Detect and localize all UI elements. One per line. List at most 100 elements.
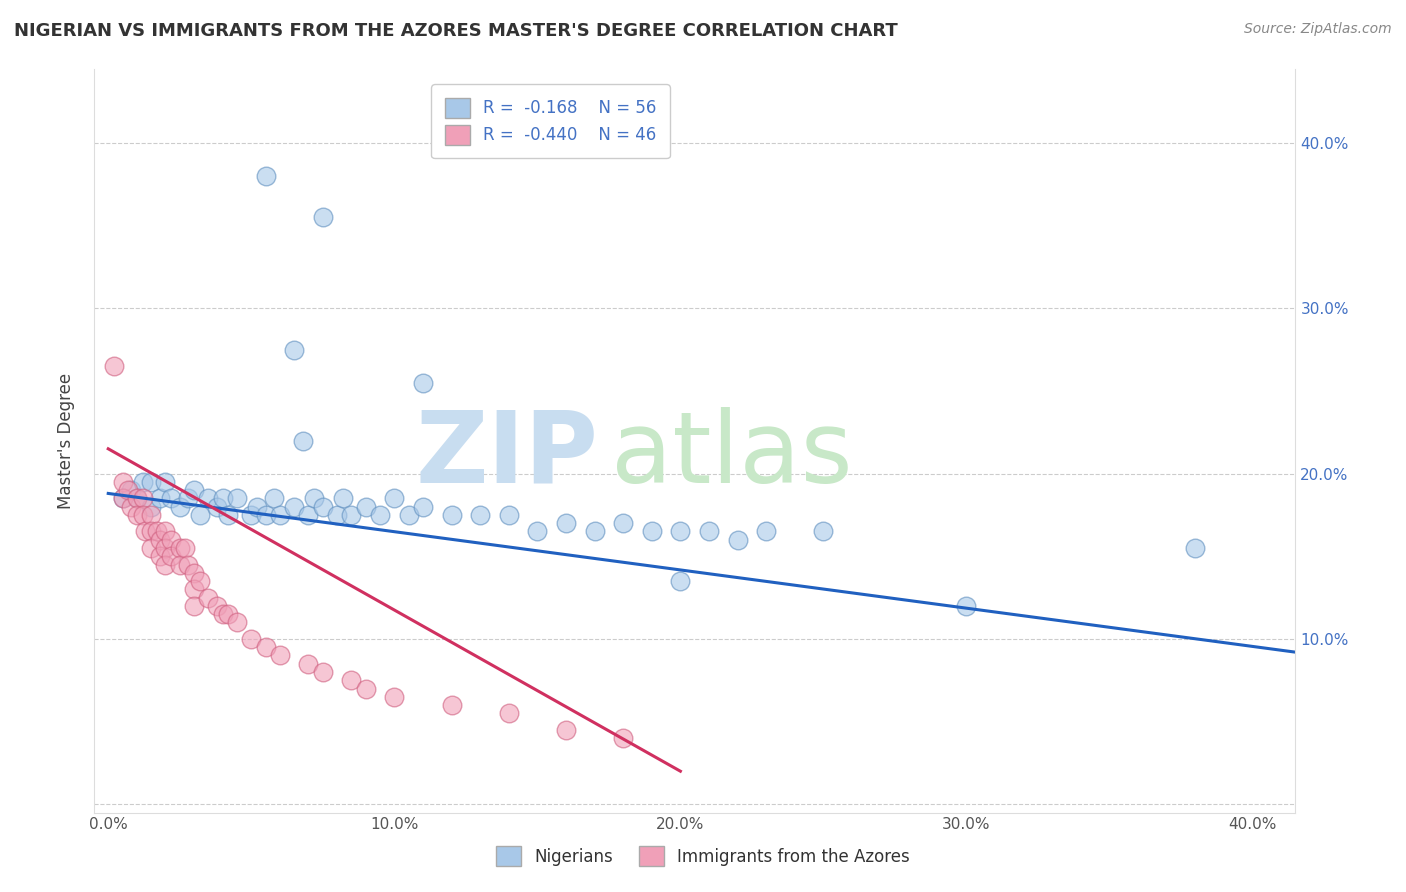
Point xyxy=(183,566,205,580)
Point xyxy=(697,524,720,539)
Point xyxy=(174,541,197,555)
Point xyxy=(169,500,191,514)
Point xyxy=(141,508,163,522)
Point xyxy=(312,500,335,514)
Legend: Nigerians, Immigrants from the Azores: Nigerians, Immigrants from the Azores xyxy=(488,838,918,875)
Point xyxy=(226,491,249,506)
Point xyxy=(755,524,778,539)
Point xyxy=(283,500,305,514)
Point xyxy=(160,491,183,506)
Point xyxy=(111,491,134,506)
Point xyxy=(526,524,548,539)
Point xyxy=(297,508,319,522)
Point xyxy=(149,533,172,547)
Point xyxy=(177,491,200,506)
Point xyxy=(103,359,125,373)
Point xyxy=(254,508,277,522)
Point xyxy=(612,731,634,746)
Point xyxy=(669,524,692,539)
Point xyxy=(398,508,420,522)
Point xyxy=(125,491,148,506)
Point xyxy=(340,508,363,522)
Point xyxy=(263,491,285,506)
Point xyxy=(246,500,269,514)
Point xyxy=(291,434,314,448)
Point xyxy=(125,491,148,506)
Point xyxy=(583,524,606,539)
Point xyxy=(412,376,434,390)
Point xyxy=(312,211,335,225)
Text: NIGERIAN VS IMMIGRANTS FROM THE AZORES MASTER'S DEGREE CORRELATION CHART: NIGERIAN VS IMMIGRANTS FROM THE AZORES M… xyxy=(14,22,898,40)
Text: atlas: atlas xyxy=(610,407,852,504)
Point xyxy=(149,549,172,564)
Point xyxy=(269,648,291,663)
Point xyxy=(125,508,148,522)
Point xyxy=(149,491,172,506)
Text: ZIP: ZIP xyxy=(416,407,599,504)
Point xyxy=(641,524,664,539)
Point xyxy=(297,657,319,671)
Point xyxy=(111,491,134,506)
Point xyxy=(141,541,163,555)
Point xyxy=(354,500,377,514)
Point xyxy=(205,500,228,514)
Point xyxy=(217,607,239,621)
Point xyxy=(226,615,249,630)
Point xyxy=(412,500,434,514)
Point xyxy=(368,508,391,522)
Point xyxy=(326,508,349,522)
Point xyxy=(141,524,163,539)
Point xyxy=(498,706,520,721)
Point xyxy=(183,483,205,497)
Point xyxy=(188,508,211,522)
Text: Source: ZipAtlas.com: Source: ZipAtlas.com xyxy=(1244,22,1392,37)
Point xyxy=(183,582,205,597)
Point xyxy=(211,491,233,506)
Point xyxy=(669,574,692,588)
Point xyxy=(120,500,142,514)
Point xyxy=(211,607,233,621)
Point xyxy=(468,508,491,522)
Point xyxy=(254,169,277,183)
Point xyxy=(555,516,578,531)
Point xyxy=(440,698,463,712)
Point xyxy=(160,549,183,564)
Point xyxy=(354,681,377,696)
Point xyxy=(188,574,211,588)
Point xyxy=(131,491,153,506)
Point xyxy=(312,665,335,679)
Y-axis label: Master's Degree: Master's Degree xyxy=(58,373,75,508)
Point xyxy=(612,516,634,531)
Point xyxy=(240,632,263,646)
Point xyxy=(183,599,205,613)
Point xyxy=(141,500,163,514)
Point xyxy=(177,558,200,572)
Point xyxy=(131,508,153,522)
Point xyxy=(160,533,183,547)
Point xyxy=(155,524,177,539)
Point xyxy=(155,541,177,555)
Point xyxy=(283,343,305,357)
Point xyxy=(155,558,177,572)
Point xyxy=(813,524,835,539)
Point xyxy=(440,508,463,522)
Legend: R =  -0.168    N = 56, R =  -0.440    N = 46: R = -0.168 N = 56, R = -0.440 N = 46 xyxy=(432,84,669,158)
Point xyxy=(197,591,219,605)
Point xyxy=(498,508,520,522)
Point xyxy=(117,483,139,497)
Point xyxy=(120,483,142,497)
Point xyxy=(141,475,163,489)
Point xyxy=(254,640,277,655)
Point xyxy=(217,508,239,522)
Point xyxy=(134,524,156,539)
Point xyxy=(197,491,219,506)
Point xyxy=(269,508,291,522)
Point xyxy=(131,475,153,489)
Point xyxy=(205,599,228,613)
Point xyxy=(332,491,354,506)
Point xyxy=(555,723,578,737)
Point xyxy=(240,508,263,522)
Point xyxy=(155,475,177,489)
Point xyxy=(955,599,977,613)
Point xyxy=(1184,541,1206,555)
